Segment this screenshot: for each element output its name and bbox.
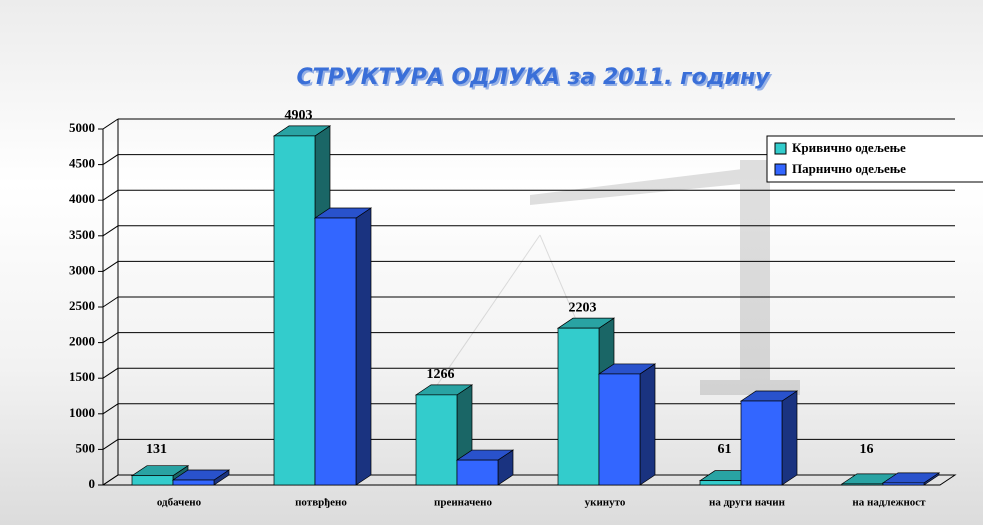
legend-swatch: [774, 163, 787, 176]
x-tick-label: на надлежност: [852, 497, 926, 509]
y-tick-label: 500: [76, 440, 96, 455]
y-tick-label: 1000: [69, 405, 95, 420]
x-tick-label: потврђено: [295, 497, 347, 509]
grid-line: [102, 474, 119, 486]
bar: [415, 394, 458, 486]
bar: [841, 483, 884, 486]
x-tick-label: одбачено: [157, 497, 202, 509]
data-label: 1266: [427, 367, 455, 382]
bar-side: [355, 207, 372, 486]
y-tick-label: 3500: [69, 227, 95, 242]
bar: [557, 327, 600, 486]
bar: [172, 479, 215, 486]
data-label: 4903: [285, 108, 313, 123]
bar-side: [639, 363, 656, 486]
y-tick-label: 2000: [69, 334, 95, 349]
y-tick-label: 5000: [69, 120, 95, 135]
grid-line: [102, 296, 119, 308]
grid-line: [102, 118, 119, 130]
scales-background: [419, 140, 980, 471]
bar: [314, 217, 357, 486]
y-tick-label: 3000: [69, 262, 95, 277]
grid-line: [102, 403, 119, 415]
floor: [101, 474, 957, 486]
bar-side: [781, 390, 798, 486]
legend-swatch: [774, 142, 787, 155]
legend-label: Парнично одељење: [792, 161, 906, 176]
bar: [456, 459, 499, 486]
title-shadow: СТРУКТУРА ОДЛУКА за 2011. годину: [298, 67, 773, 92]
bar: [598, 373, 641, 486]
bar: [131, 475, 174, 486]
bar: [699, 480, 742, 486]
grid-line: [102, 225, 119, 237]
grid-line: [102, 189, 119, 201]
grid-line: [102, 332, 119, 344]
grid-line: [102, 438, 119, 450]
chart-title: СТРУКТУРА ОДЛУКА за 2011. годину: [296, 65, 771, 90]
data-label: 2203: [569, 300, 597, 315]
grid-line: [102, 154, 119, 166]
bar: [740, 400, 783, 486]
data-label: 61: [718, 442, 732, 457]
y-tick-label: 2500: [69, 298, 95, 313]
x-tick-label: на други начин: [709, 497, 786, 509]
y-tick-label: 4500: [69, 156, 95, 171]
x-tick-label: укинуто: [585, 497, 626, 509]
data-label: 16: [860, 442, 874, 457]
grid-line: [102, 260, 119, 272]
legend-label: Кривично одељење: [792, 140, 906, 155]
y-tick-label: 0: [89, 476, 96, 491]
grid-line: [102, 367, 119, 379]
data-label: 131: [146, 442, 167, 457]
y-tick-label: 4000: [69, 191, 95, 206]
legend-box: [766, 135, 983, 183]
y-tick-label: 1500: [69, 369, 95, 384]
bar: [273, 135, 316, 486]
bar: [882, 482, 925, 486]
x-tick-label: преиначено: [434, 497, 492, 509]
